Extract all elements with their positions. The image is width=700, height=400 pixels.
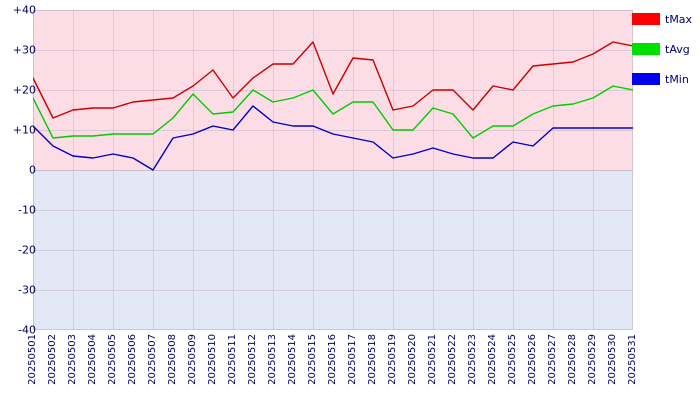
x-axis-tick-label: 20250527	[547, 334, 558, 385]
x-axis-tick-label: 20250503	[67, 334, 78, 385]
series-line-tmin	[33, 105, 633, 171]
x-axis-tick-label: 20250507	[147, 334, 158, 385]
x-axis-tick-label: 20250501	[27, 334, 38, 385]
x-axis-tick-label: 20250525	[507, 334, 518, 385]
plot-frame	[33, 10, 633, 330]
x-axis-tick-label: 20250508	[167, 334, 178, 385]
x-axis-tick-label: 20250519	[387, 334, 398, 385]
x-axis-tick-label: 20250520	[407, 334, 418, 385]
x-axis-tick-label: 20250515	[307, 334, 318, 385]
legend-label-tmax: tMax	[665, 12, 693, 26]
legend-item-tmax[interactable]: tMax	[632, 8, 694, 30]
x-axis-tick-label: 20250513	[267, 334, 278, 385]
x-axis-tick-label: 20250514	[287, 334, 298, 385]
y-axis-tick-label: -10	[18, 203, 36, 217]
x-axis-tick-label: 20250517	[347, 334, 358, 385]
chart-legend: tMax tAvg tMin	[632, 8, 694, 98]
x-axis-tick-label: 20250522	[447, 334, 458, 385]
x-axis-tick-label: 20250506	[127, 334, 138, 385]
x-axis-tick-label: 20250510	[207, 334, 218, 385]
x-axis-tick-label: 20250526	[527, 334, 538, 385]
y-axis-tick-label: -20	[18, 243, 36, 257]
x-axis-tick-label: 20250516	[327, 334, 338, 385]
y-axis-tick-label: +10	[12, 123, 36, 137]
x-axis-tick-label: 20250509	[187, 334, 198, 385]
x-axis-tick-label: 20250511	[227, 334, 238, 385]
series-line-tmax	[33, 41, 633, 119]
x-axis-tick-label: 20250531	[627, 334, 638, 385]
legend-label-tavg: tAvg	[665, 42, 690, 56]
y-axis-tick-label: -40	[18, 323, 36, 337]
legend-swatch-tavg	[632, 43, 660, 55]
legend-swatch-tmin	[632, 73, 660, 85]
x-axis-tick-label: 20250502	[47, 334, 58, 385]
plot-svg	[33, 10, 633, 330]
x-axis-tick-label: 20250505	[107, 334, 118, 385]
x-axis-tick-label: 20250523	[467, 334, 478, 385]
x-axis-tick-label: 20250528	[567, 334, 578, 385]
plot-area	[33, 10, 633, 330]
x-axis-tick-label: 20250504	[87, 334, 98, 385]
x-axis-tick-label: 20250524	[487, 334, 498, 385]
legend-swatch-tmax	[632, 13, 660, 25]
x-axis-tick-label: 20250512	[247, 334, 258, 385]
legend-item-tmin[interactable]: tMin	[632, 68, 694, 90]
y-axis-tick-label: 0	[29, 163, 36, 177]
x-axis-tick-label: 20250521	[427, 334, 438, 385]
y-axis-tick-label: -30	[18, 283, 36, 297]
x-axis-tick-label: 20250518	[367, 334, 378, 385]
y-axis-tick-label: +20	[12, 83, 36, 97]
x-axis-tick-label: 20250530	[607, 334, 618, 385]
x-axis-tick-label: 20250529	[587, 334, 598, 385]
legend-label-tmin: tMin	[665, 72, 689, 86]
y-axis-tick-label: +40	[12, 3, 36, 17]
legend-item-tavg[interactable]: tAvg	[632, 38, 694, 60]
y-axis-tick-label: +30	[12, 43, 36, 57]
series-line-tavg	[33, 85, 633, 139]
